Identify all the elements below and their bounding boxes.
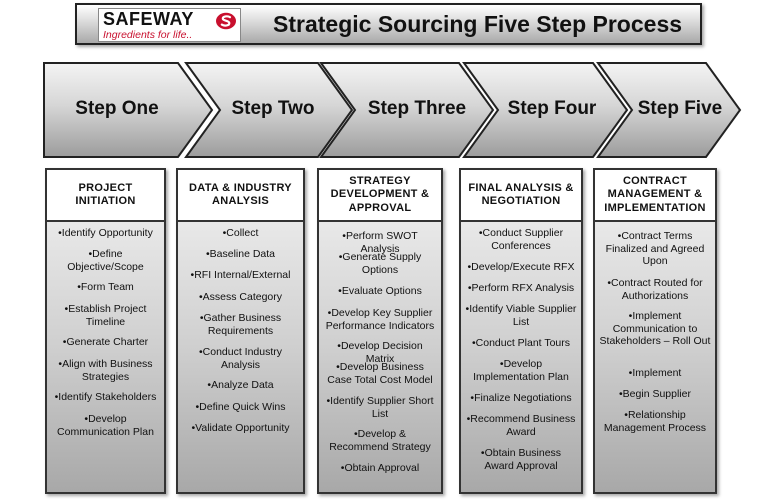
list-item: •RFI Internal/External <box>190 269 291 281</box>
list-item: •Define Objective/Scope <box>67 248 144 273</box>
step-one-label: Step One <box>75 98 159 119</box>
step-five-label: Step Five <box>637 98 723 119</box>
list-item: •Collect <box>222 227 259 239</box>
list-item: •Gather Business Requirements <box>199 312 282 337</box>
step-five-column: CONTRACT MANAGEMENT & IMPLEMENTATION •Co… <box>593 168 717 494</box>
list-item: •Identify Supplier Short List <box>326 395 434 420</box>
list-item: •Establish Project Timeline <box>64 303 147 328</box>
list-item: •Identify Opportunity <box>58 227 153 239</box>
list-item: •Implement <box>628 367 682 379</box>
step-four-heading: FINAL ANALYSIS & NEGOTIATION <box>461 170 581 222</box>
list-item: •Contract Routed for Authorizations <box>607 277 703 302</box>
list-item: •Baseline Data <box>205 248 276 260</box>
step-one-heading: PROJECT INITIATION <box>47 170 164 222</box>
step-one-column: PROJECT INITIATION •Identify Opportunity… <box>45 168 166 494</box>
list-item: •Develop Key Supplier Performance Indica… <box>325 307 435 332</box>
list-item: •Relationship Management Process <box>603 409 707 434</box>
step-four-column: FINAL ANALYSIS & NEGOTIATION •Conduct Su… <box>459 168 583 494</box>
list-item: •Implement Communication to Stakeholders… <box>599 310 711 347</box>
step-four-label: Step Four <box>507 98 597 119</box>
step-three-heading: STRATEGY DEVELOPMENT & APPROVAL <box>319 170 441 222</box>
list-item: •Develop & Recommend Strategy <box>329 428 431 453</box>
list-item: •Perform RFX Analysis <box>467 282 575 294</box>
list-item: •Conduct Supplier Conferences <box>478 227 564 252</box>
logo-wordmark: SAFEWAY <box>103 9 194 29</box>
list-item: •Analyze Data <box>207 379 274 391</box>
list-item: •Conduct Industry Analysis <box>198 346 283 371</box>
list-item: •Recommend Business Award <box>466 413 576 438</box>
list-item: •Generate Supply Options <box>338 251 422 276</box>
list-item: •Develop/Execute RFX <box>467 261 575 273</box>
list-item: •Form Team <box>77 281 134 293</box>
list-item: •Finalize Negotiations <box>470 392 572 404</box>
list-item: •Obtain Business Award Approval <box>480 447 562 472</box>
safeway-logo: SAFEWAY Ingredients for life.. <box>98 8 241 42</box>
list-item: •Perform SWOT Analysis <box>342 230 418 255</box>
list-item: •Identify Stakeholders <box>54 391 157 403</box>
page-title: Strategic Sourcing Five Step Process <box>273 11 683 37</box>
step-three-label: Step Three <box>367 98 467 119</box>
list-item: •Develop Implementation Plan <box>473 358 569 383</box>
list-item: •Begin Supplier <box>619 388 691 400</box>
list-item: •Identify Viable Supplier List <box>465 303 577 328</box>
list-item: •Develop Business Case Total Cost Model <box>327 361 433 386</box>
list-item: •Generate Charter <box>62 336 149 348</box>
list-item: •Evaluate Options <box>338 285 422 297</box>
list-item: •Contract Terms Finalized and Agreed Upo… <box>605 230 705 267</box>
list-item: •Conduct Plant Tours <box>471 337 571 349</box>
list-item: •Validate Opportunity <box>191 422 290 434</box>
step-two-label: Step Two <box>231 98 315 119</box>
logo-tagline: Ingredients for life.. <box>103 29 193 41</box>
list-item: •Assess Category <box>198 291 283 303</box>
list-item: •Develop Decision Matrix <box>337 340 423 365</box>
list-item: •Develop Communication Plan <box>57 413 154 438</box>
safeway-s-logo-icon <box>216 12 236 30</box>
list-item: •Obtain Approval <box>340 462 420 474</box>
list-item: •Define Quick Wins <box>195 401 286 413</box>
list-item: •Align with Business Strategies <box>58 358 153 383</box>
step-two-column: DATA & INDUSTRY ANALYSIS •Collect •Basel… <box>176 168 305 494</box>
step-five-heading: CONTRACT MANAGEMENT & IMPLEMENTATION <box>595 170 715 222</box>
title-banner: SAFEWAY Ingredients for life.. Strategic… <box>75 3 702 45</box>
step-three-column: STRATEGY DEVELOPMENT & APPROVAL •Perform… <box>317 168 443 494</box>
step-two-heading: DATA & INDUSTRY ANALYSIS <box>178 170 303 222</box>
